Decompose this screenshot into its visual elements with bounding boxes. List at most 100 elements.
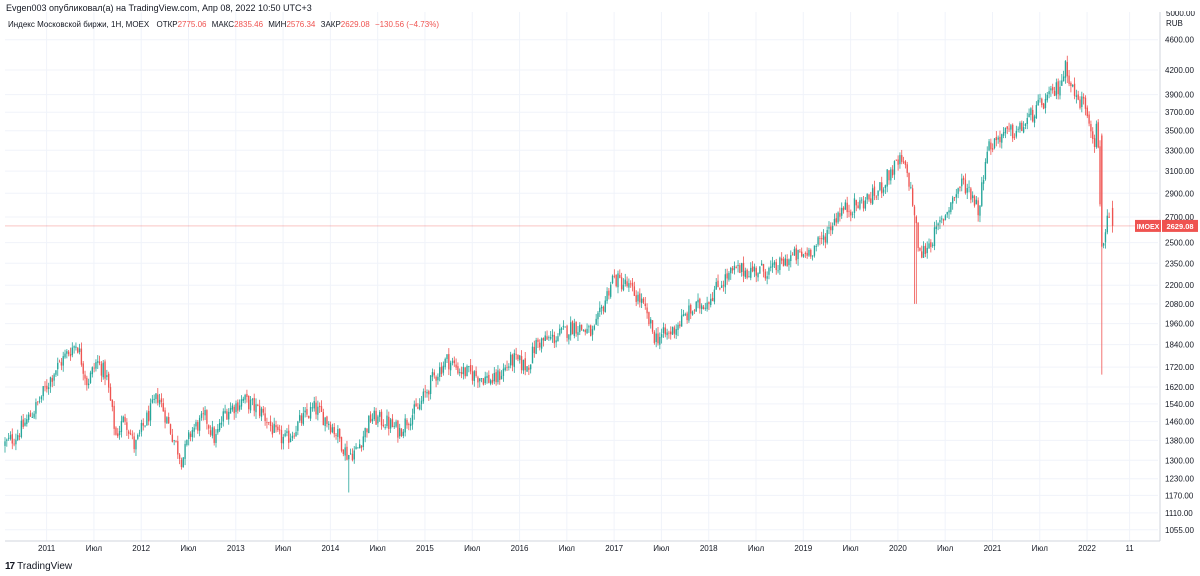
candle-body	[13, 443, 15, 445]
candle-body	[842, 207, 845, 211]
candle-body	[921, 251, 923, 258]
candle-body	[540, 338, 543, 349]
candle-body	[449, 362, 452, 371]
candle-body	[646, 307, 648, 314]
candle-body	[522, 359, 525, 371]
candle-body	[82, 363, 84, 374]
candle-body	[992, 148, 994, 150]
candle-body	[395, 421, 397, 427]
candle-body	[306, 409, 308, 415]
candle-body	[964, 179, 967, 194]
candle-body	[724, 274, 726, 288]
candle-body	[737, 264, 739, 267]
candle-body	[590, 325, 592, 337]
candle-body	[702, 306, 705, 310]
candle-body	[266, 422, 268, 424]
candle-body	[120, 421, 123, 433]
candle-body	[720, 285, 723, 288]
candle-body	[608, 290, 610, 296]
candle-body	[177, 441, 179, 455]
candle-body	[508, 366, 510, 368]
candle-body	[953, 196, 956, 198]
candle-body	[198, 417, 201, 431]
candle-body	[35, 402, 37, 414]
candle-body	[286, 431, 288, 433]
candle-body	[642, 298, 645, 303]
candle-body	[926, 247, 928, 254]
tradingview-logo[interactable]: 17 TradingView	[5, 561, 72, 572]
candle-body	[1086, 107, 1088, 117]
candle-body	[577, 332, 579, 336]
candle-body	[733, 265, 736, 270]
candle-body	[984, 162, 987, 180]
candle-body	[397, 420, 399, 438]
candle-body	[404, 418, 406, 433]
candle-body	[138, 432, 141, 434]
candle-body	[211, 427, 214, 436]
candle-body	[1044, 98, 1047, 109]
candle-body	[677, 324, 679, 330]
time-axis[interactable]: 2011 Июл 2012 Июл 2013 Июл 2014 Июл 2015 Июл 2016 И…	[5, 540, 1160, 553]
candle-body	[275, 425, 277, 428]
candle-body	[511, 354, 514, 366]
candle-body	[335, 434, 337, 436]
candle-body	[209, 430, 212, 435]
y-tick-label: 2080.00	[1165, 300, 1194, 309]
candle-body	[671, 326, 674, 335]
price-axis[interactable]: 4600.00 4200.00 3900.00 3700.00 3500.00 3300.…	[1159, 12, 1194, 541]
currency-code: RUB	[1166, 19, 1183, 28]
candle-body	[691, 311, 694, 315]
candle-body	[935, 226, 937, 229]
candle-body	[911, 188, 914, 206]
candle-body	[730, 267, 732, 274]
candle-body	[355, 446, 357, 450]
candle-body	[1052, 87, 1054, 91]
candle-body	[231, 405, 234, 410]
candle-body	[220, 422, 223, 425]
candle-body	[464, 367, 466, 377]
candle-body	[309, 407, 312, 419]
candle-body	[413, 404, 415, 414]
candle-body	[831, 225, 834, 231]
candle-body	[331, 427, 334, 433]
candle-body	[475, 370, 477, 377]
candle-body	[833, 218, 836, 226]
candle-body	[457, 366, 459, 374]
candle-body	[1077, 94, 1079, 100]
candle-body	[168, 416, 170, 424]
candle-body	[855, 199, 857, 206]
candle-body	[660, 334, 663, 338]
candle-body	[890, 169, 892, 181]
candle-body	[188, 432, 190, 439]
legend-high-label: МАКС	[211, 20, 235, 29]
candle-body	[693, 310, 696, 312]
candle-body	[468, 366, 470, 367]
candle-body	[380, 411, 383, 426]
candle-body	[666, 332, 668, 336]
candle-body	[317, 406, 319, 415]
candle-body	[1039, 98, 1041, 100]
candle-body	[280, 430, 283, 444]
candle-body	[146, 412, 148, 426]
candle-body	[1106, 215, 1108, 233]
candle-body	[997, 137, 999, 140]
candle-body	[862, 200, 865, 209]
currency-label[interactable]: 5000.00 RUB	[1166, 11, 1195, 29]
candle-body	[6, 439, 8, 441]
candle-body	[373, 410, 375, 420]
candle-body	[786, 258, 788, 267]
candle-body	[222, 411, 224, 422]
legend-open-label: ОТКР	[156, 20, 178, 29]
x-tick-label: 2015	[416, 544, 434, 553]
symbol-badge-label: IMOEX	[1137, 224, 1160, 231]
candle-body	[588, 326, 590, 328]
legend-low-label: МИН	[268, 20, 287, 29]
candle-body	[622, 284, 625, 291]
y-tick-label: 3100.00	[1165, 167, 1194, 176]
candle-body	[497, 370, 499, 383]
candle-body	[1012, 124, 1014, 139]
y-tick-label: 3500.00	[1165, 127, 1194, 136]
candle-body	[781, 258, 783, 261]
candle-body	[86, 377, 88, 386]
